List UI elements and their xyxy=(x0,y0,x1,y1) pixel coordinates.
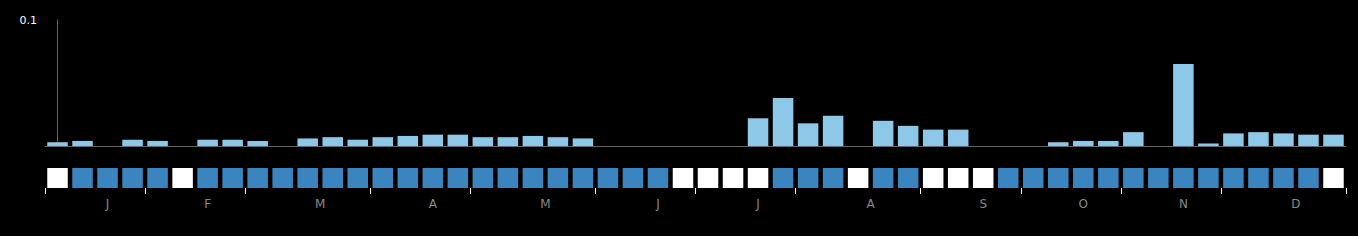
svg-text:0.1: 0.1 xyxy=(20,14,38,27)
svg-text:M: M xyxy=(540,197,550,211)
svg-text:J: J xyxy=(105,197,110,211)
svg-text:O: O xyxy=(1079,197,1088,211)
svg-text:A: A xyxy=(429,197,438,211)
svg-text:J: J xyxy=(655,197,660,211)
svg-text:M: M xyxy=(315,197,325,211)
svg-text:D: D xyxy=(1291,197,1300,211)
svg-text:A: A xyxy=(867,197,876,211)
svg-text:S: S xyxy=(979,197,987,211)
svg-text:J: J xyxy=(755,197,760,211)
svg-text:N: N xyxy=(1179,197,1188,211)
svg-text:F: F xyxy=(204,197,211,211)
